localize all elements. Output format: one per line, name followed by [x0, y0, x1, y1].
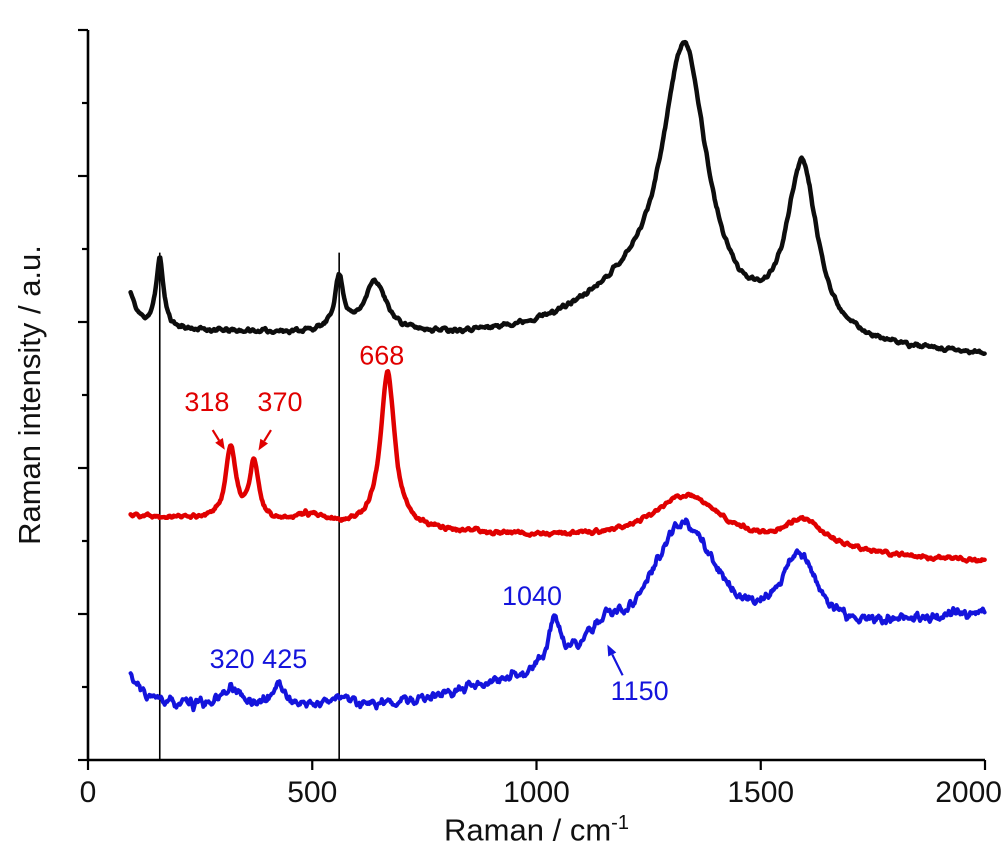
annotation-arrow-1150: [611, 654, 624, 676]
x-axis-label-exponent: -1: [611, 812, 629, 834]
x-tick-label-0: 0: [80, 776, 97, 809]
annotation-668: 668: [359, 340, 404, 370]
curve-blue-spectrum: [128, 517, 987, 713]
curve-black-spectrum: [128, 39, 987, 357]
annotation-318: 318: [184, 387, 229, 417]
annotation-arrow-370: [263, 429, 272, 442]
annotation-370: 370: [257, 387, 302, 417]
annotation-320-425: 320 425: [210, 644, 308, 674]
x-tick-label-1000: 1000: [503, 776, 570, 809]
annotation-arrowhead-318: [215, 438, 225, 450]
annotation-1150: 1150: [611, 676, 669, 706]
x-axis-label: Raman / cm-1: [88, 812, 985, 848]
curve-red-spectrum: [128, 368, 987, 564]
x-tick-label-2000: 2000: [935, 776, 1002, 809]
annotation-arrowhead-370: [258, 438, 269, 451]
x-tick-label-500: 500: [287, 776, 337, 809]
annotation-arrowhead-1150: [607, 644, 617, 657]
annotation-arrow-318: [211, 429, 220, 441]
x-tick-label-1500: 1500: [727, 776, 794, 809]
annotation-1040: 1040: [502, 581, 562, 611]
x-axis-label-text: Raman / cm: [444, 812, 612, 848]
